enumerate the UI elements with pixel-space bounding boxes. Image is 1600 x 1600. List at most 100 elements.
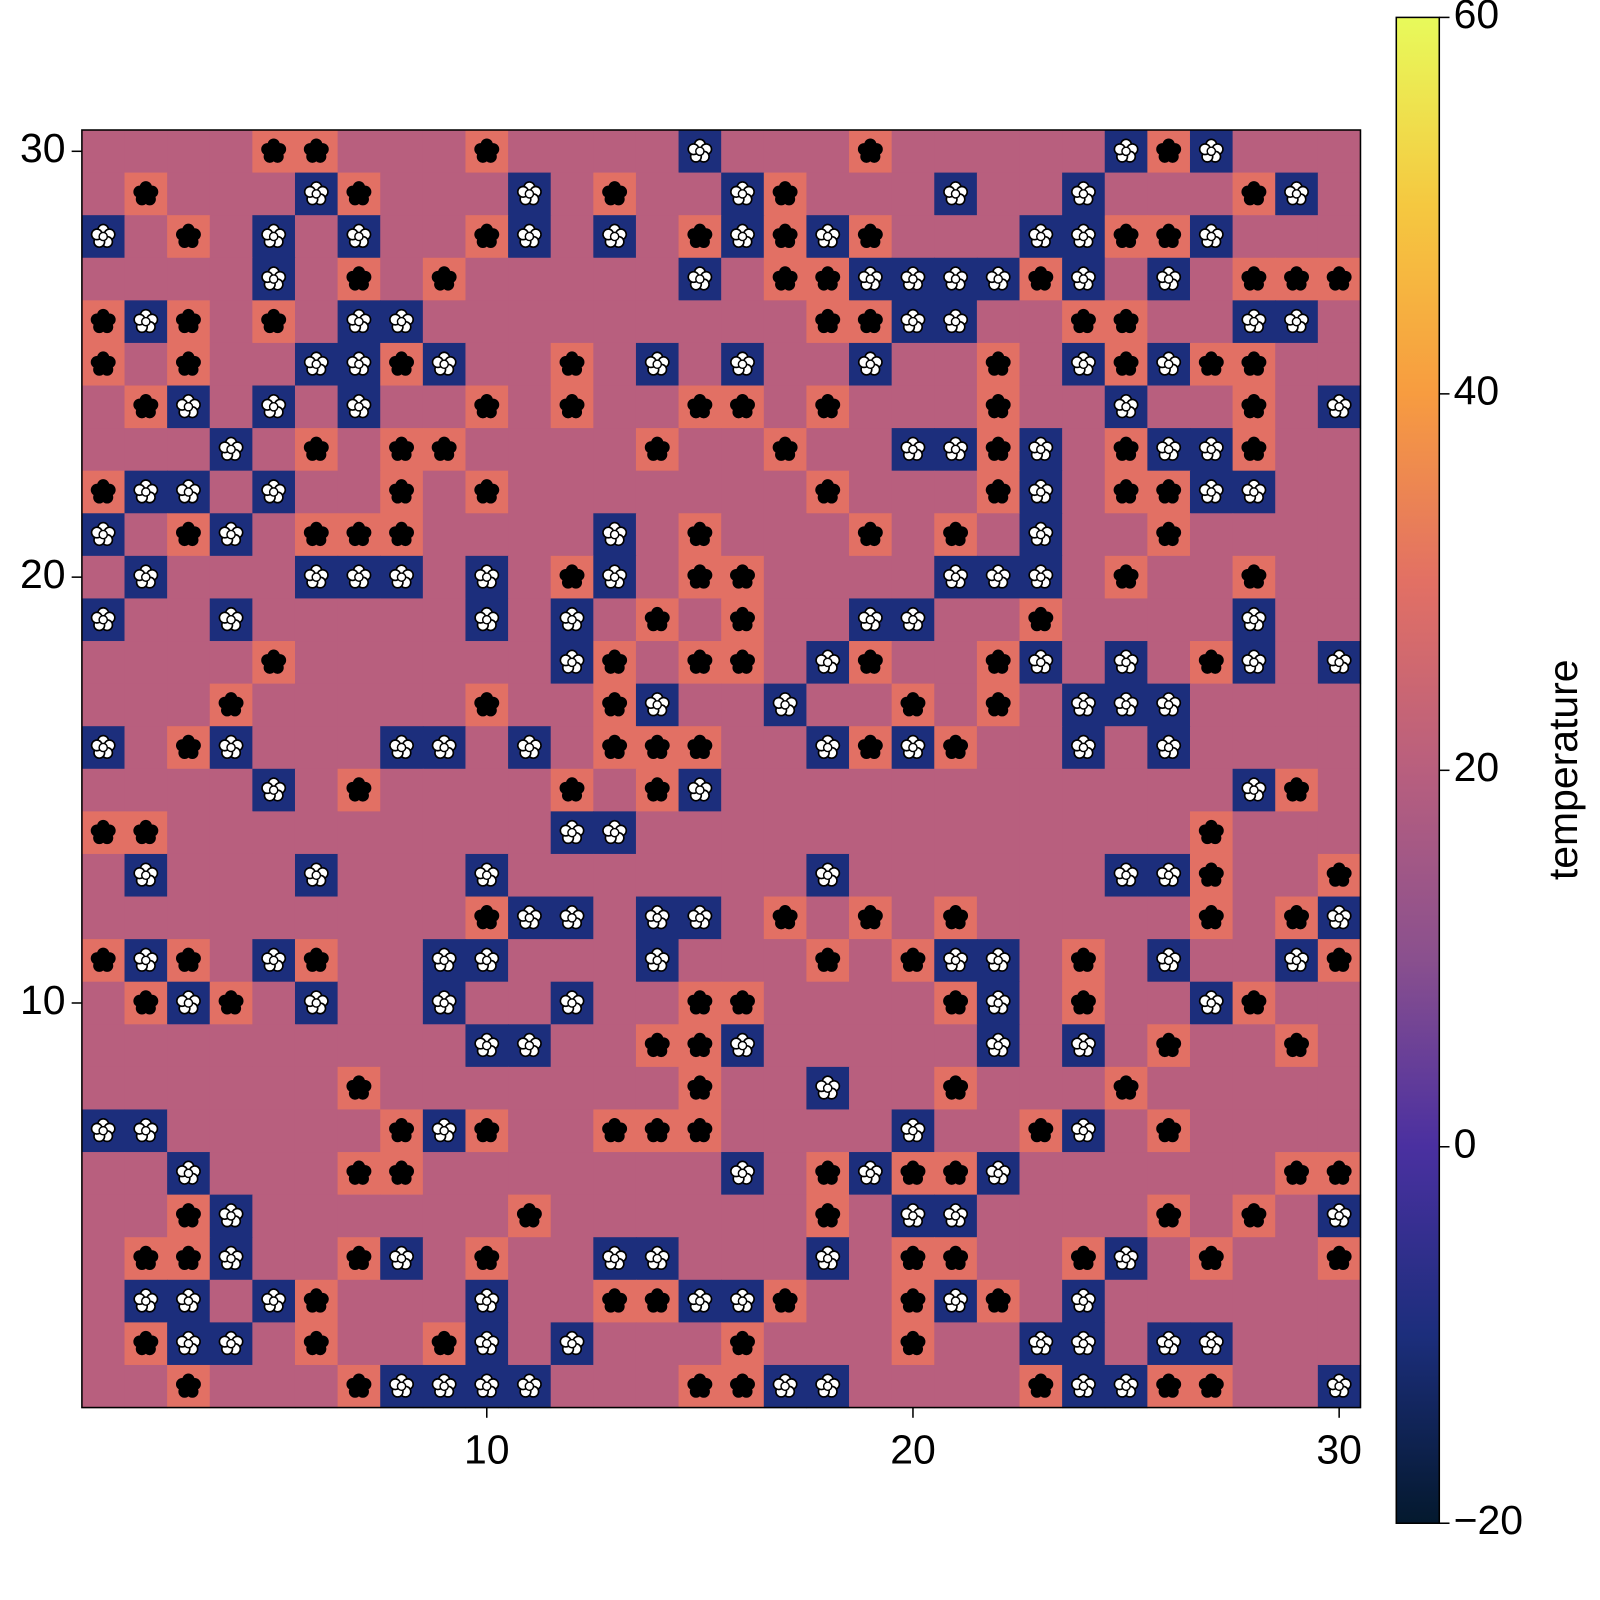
heatmap-cell <box>252 342 296 387</box>
heatmap-cell <box>678 683 722 727</box>
daisy <box>985 266 1011 291</box>
daisy-center <box>1334 1381 1344 1392</box>
heatmap-cell <box>422 385 467 429</box>
daisy <box>1241 606 1267 632</box>
daisy <box>602 692 628 717</box>
daisy <box>218 606 244 632</box>
daisy-center <box>908 316 918 327</box>
heatmap-cell <box>849 1024 893 1068</box>
heatmap-cell <box>1275 683 1319 727</box>
heatmap-cell <box>550 683 594 727</box>
heatmap-cell <box>465 768 509 812</box>
daisy-center <box>865 1168 876 1179</box>
daisy <box>857 308 883 334</box>
heatmap-cell <box>508 257 552 301</box>
daisy <box>602 734 628 760</box>
daisy <box>1028 521 1054 547</box>
daisy-center <box>354 785 364 795</box>
daisy <box>1241 479 1267 504</box>
heatmap-cell <box>806 981 850 1025</box>
heatmap-cell <box>550 428 594 472</box>
heatmap-cell <box>1189 768 1234 812</box>
daisy-center <box>311 572 322 582</box>
daisy-center <box>396 444 407 455</box>
heatmap-cell <box>1104 513 1148 557</box>
daisy-center <box>141 827 151 838</box>
daisy-center <box>183 998 194 1008</box>
heatmap-cell <box>81 1152 126 1196</box>
daisy <box>857 351 883 376</box>
heatmap-cell <box>1104 726 1148 770</box>
daisy-center <box>268 487 279 497</box>
daisy <box>1156 223 1182 248</box>
daisy <box>1284 777 1310 802</box>
heatmap-cell <box>1147 641 1191 685</box>
daisy <box>687 223 713 248</box>
daisy-center <box>98 1125 109 1136</box>
heatmap-cell <box>550 300 594 344</box>
heatmap-cell <box>806 428 850 472</box>
daisy-center <box>1163 870 1174 881</box>
heatmap-cell <box>294 1066 339 1111</box>
heatmap-cell <box>1275 726 1319 770</box>
daisy <box>303 521 329 547</box>
x-tick-label: 30 <box>1316 1426 1362 1472</box>
heatmap-cell <box>891 215 935 259</box>
heatmap-cell <box>1147 896 1191 940</box>
heatmap-cell <box>294 768 339 812</box>
daisy-center <box>1036 572 1046 582</box>
heatmap-cell <box>593 1024 637 1068</box>
daisy-center <box>98 742 109 753</box>
heatmap-cell <box>1232 215 1276 259</box>
daisy <box>943 905 969 930</box>
heatmap-cell <box>976 811 1021 855</box>
heatmap-cell <box>678 1322 722 1366</box>
daisy-center <box>183 529 194 540</box>
daisy-center <box>822 316 833 327</box>
daisy-center <box>226 700 236 710</box>
heatmap-cell <box>167 896 211 940</box>
heatmap-cell <box>934 1364 978 1409</box>
heatmap-cell <box>678 811 722 855</box>
daisy-center <box>993 700 1004 710</box>
daisy-center <box>481 700 492 710</box>
heatmap-cell <box>422 300 467 344</box>
heatmap-cell <box>380 1024 424 1068</box>
heatmap-cell <box>209 1152 253 1196</box>
daisy-center <box>1036 529 1046 540</box>
heatmap-cell <box>1019 853 1063 898</box>
heatmap-cell <box>1147 768 1191 812</box>
daisy <box>175 947 201 972</box>
heatmap-cell <box>1275 1279 1319 1323</box>
daisy-center <box>609 1296 620 1306</box>
daisy-center <box>822 657 833 668</box>
heatmap-cell <box>1019 768 1063 812</box>
heatmap-cell <box>1104 768 1148 812</box>
daisy-center <box>1249 401 1259 412</box>
heatmap-cell <box>294 257 339 301</box>
heatmap-cell <box>976 300 1021 344</box>
daisy <box>1284 181 1310 206</box>
daisy <box>90 308 116 334</box>
daisy <box>559 819 585 845</box>
daisy <box>175 521 201 547</box>
daisy-center <box>695 146 705 157</box>
daisy <box>1113 862 1139 887</box>
daisy <box>772 436 798 461</box>
heatmap-cell <box>124 257 168 301</box>
daisy-center <box>141 487 151 497</box>
heatmap-cell <box>976 726 1021 770</box>
daisy-center <box>695 785 705 795</box>
daisy-center <box>98 487 109 497</box>
daisy <box>474 862 500 887</box>
heatmap-cell <box>337 939 381 983</box>
daisy-center <box>695 913 705 923</box>
daisy-center <box>141 870 151 881</box>
heatmap-cell <box>678 853 722 898</box>
daisy-center <box>1163 146 1174 157</box>
daisy-center <box>652 1125 663 1136</box>
heatmap-cell <box>252 428 296 472</box>
daisy <box>815 223 841 248</box>
daisy-center <box>183 1253 194 1264</box>
daisy-center <box>993 657 1004 668</box>
